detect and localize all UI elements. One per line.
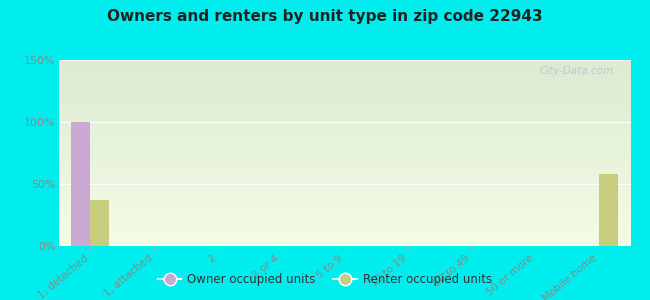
- Bar: [90, 200, 109, 246]
- Text: City-Data.com: City-Data.com: [540, 66, 614, 76]
- Legend: Owner occupied units, Renter occupied units: Owner occupied units, Renter occupied un…: [153, 269, 497, 291]
- Bar: [599, 174, 617, 246]
- Bar: [72, 122, 90, 246]
- Text: Owners and renters by unit type in zip code 22943: Owners and renters by unit type in zip c…: [107, 9, 543, 24]
